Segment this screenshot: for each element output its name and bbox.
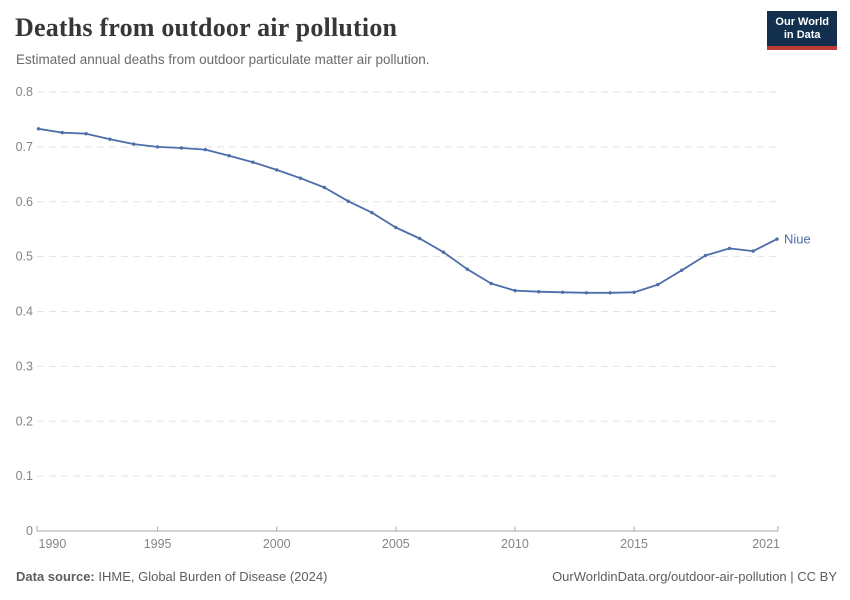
- data-point: [227, 154, 231, 158]
- page-title: Deaths from outdoor air pollution: [15, 13, 398, 42]
- data-point: [608, 291, 612, 295]
- data-point: [441, 250, 446, 254]
- y-axis-label: 0.6: [16, 195, 33, 209]
- y-axis-label: 0.5: [16, 250, 33, 264]
- data-point: [537, 290, 541, 294]
- data-point: [751, 249, 755, 253]
- data-point: [632, 290, 636, 294]
- owid-logo-line1: Our World: [775, 16, 829, 28]
- data-point: [36, 127, 41, 131]
- y-axis-label: 0.1: [16, 469, 33, 483]
- y-axis-label: 0: [26, 524, 33, 538]
- data-source-label: Data source:: [16, 569, 95, 584]
- data-point: [179, 146, 184, 150]
- chart-subtitle: Estimated annual deaths from outdoor par…: [16, 52, 430, 67]
- data-point: [346, 199, 350, 203]
- owid-logo[interactable]: Our World in Data: [767, 11, 837, 50]
- data-point: [560, 290, 565, 294]
- data-point: [60, 130, 64, 135]
- data-point: [513, 288, 517, 293]
- data-point: [584, 291, 589, 295]
- data-point: [394, 225, 398, 230]
- data-point: [489, 281, 493, 286]
- data-point: [370, 211, 374, 215]
- data-point: [680, 268, 684, 272]
- y-axis-label: 0.7: [16, 140, 33, 154]
- data-point: [155, 145, 160, 149]
- data-point: [775, 237, 779, 241]
- data-point: [203, 147, 207, 152]
- x-axis-label: 2005: [382, 537, 410, 551]
- series-line: [37, 127, 778, 294]
- data-point: [418, 236, 422, 241]
- data-point: [656, 282, 660, 287]
- data-point: [84, 132, 88, 136]
- data-point: [275, 168, 279, 172]
- x-axis-label: 2015: [620, 537, 648, 551]
- x-axis-label: 2010: [501, 537, 529, 551]
- x-axis-label: 2000: [263, 537, 291, 551]
- data-source: Data source: IHME, Global Burden of Dise…: [16, 569, 327, 584]
- credit-link[interactable]: OurWorldinData.org/outdoor-air-pollution…: [552, 569, 837, 584]
- chart-canvas: 0 0.1 0.2 0.3 0.4 0.5 0.6 0.7 0.8 1990 1995 2000 200…: [16, 85, 811, 551]
- data-point: [298, 176, 303, 180]
- y-axis-label: 0.2: [16, 414, 33, 428]
- data-point: [703, 253, 708, 258]
- chart-footer: Data source: IHME, Global Burden of Dise…: [16, 569, 837, 584]
- y-axis-label: 0.4: [16, 305, 33, 319]
- x-axis-label: 1990: [39, 537, 67, 551]
- y-axis-label: 0.8: [16, 85, 33, 99]
- series-label: Niue: [784, 232, 811, 247]
- x-axis-label: 1995: [144, 537, 172, 551]
- data-point: [132, 142, 136, 146]
- data-point: [322, 185, 327, 190]
- data-point: [465, 267, 469, 271]
- owid-logo-line2: in Data: [783, 29, 821, 41]
- data-point: [108, 137, 112, 141]
- data-source-value: IHME, Global Burden of Disease (2024): [98, 569, 328, 584]
- y-axis-label: 0.3: [16, 359, 33, 373]
- data-point: [727, 246, 732, 251]
- x-axis-label: 2021: [752, 537, 780, 551]
- data-point: [251, 160, 255, 164]
